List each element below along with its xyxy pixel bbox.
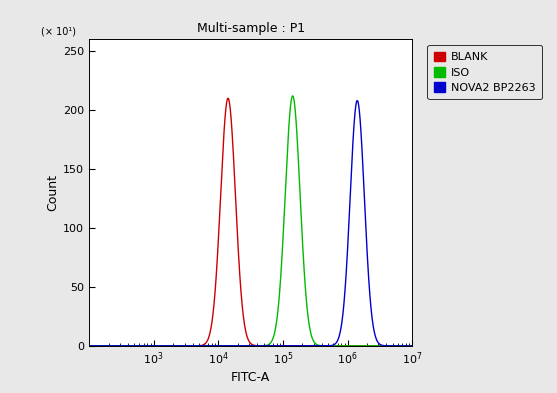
NOVA2 BP2263 — [277, 343, 284, 348]
Line: NOVA2 BP2263: NOVA2 BP2263 — [89, 101, 412, 346]
NOVA2 BP2263 — [86, 343, 92, 348]
BLANK — [203, 340, 209, 345]
ISO — [203, 343, 209, 348]
Text: (× 10¹): (× 10¹) — [41, 26, 76, 36]
BLANK — [343, 343, 349, 348]
BLANK — [409, 343, 416, 348]
ISO — [409, 343, 416, 348]
ISO — [325, 343, 332, 348]
Legend: BLANK, ISO, NOVA2 BP2263: BLANK, ISO, NOVA2 BP2263 — [427, 45, 542, 99]
ISO — [277, 281, 284, 286]
ISO — [102, 343, 109, 348]
Title: Multi-sample : P1: Multi-sample : P1 — [197, 22, 305, 35]
NOVA2 BP2263 — [343, 275, 349, 280]
BLANK — [325, 343, 332, 348]
X-axis label: FITC-A: FITC-A — [231, 371, 270, 384]
Line: BLANK: BLANK — [89, 98, 412, 346]
ISO — [289, 94, 296, 98]
BLANK — [224, 96, 231, 101]
NOVA2 BP2263 — [203, 343, 209, 348]
BLANK — [102, 343, 109, 348]
NOVA2 BP2263 — [291, 343, 297, 348]
Y-axis label: Count: Count — [46, 174, 59, 211]
NOVA2 BP2263 — [409, 343, 416, 348]
Line: ISO: ISO — [89, 96, 412, 346]
NOVA2 BP2263 — [102, 343, 109, 348]
ISO — [343, 343, 349, 348]
BLANK — [277, 343, 284, 348]
NOVA2 BP2263 — [354, 98, 360, 103]
ISO — [291, 101, 298, 105]
NOVA2 BP2263 — [325, 343, 332, 348]
BLANK — [86, 343, 92, 348]
ISO — [86, 343, 92, 348]
BLANK — [291, 343, 298, 348]
